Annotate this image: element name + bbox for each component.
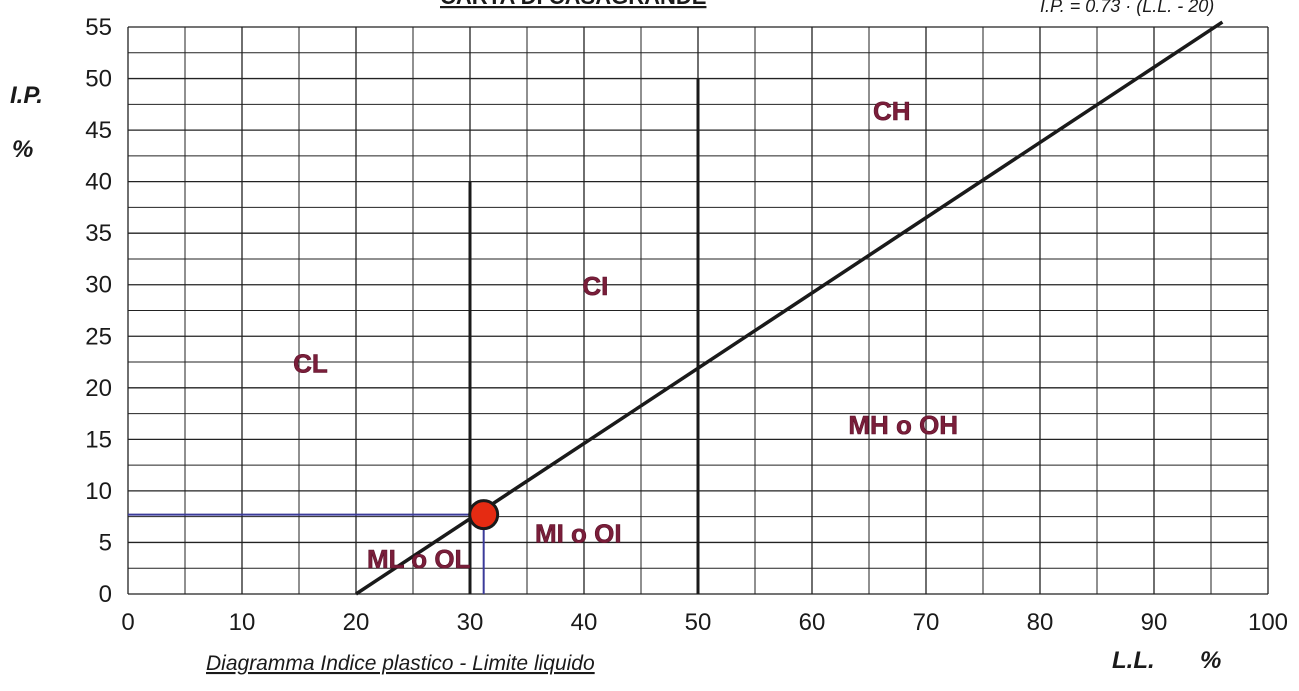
y-axis-unit: %: [12, 136, 33, 163]
x-tick-label: 0: [121, 609, 134, 636]
y-tick-label: 5: [99, 529, 112, 556]
y-tick-label: 30: [85, 272, 112, 299]
region-label: MH o OH: [848, 410, 958, 440]
chart-regions: CL CI CH MH o OH MI o OI ML o OL: [293, 95, 959, 574]
x-tick-label: 30: [457, 609, 484, 636]
y-tick-label: 45: [85, 117, 112, 144]
x-tick-label: 80: [1027, 609, 1054, 636]
region-label: CL: [293, 348, 328, 378]
y-tick-label: 35: [85, 220, 112, 247]
region-label: CH: [873, 96, 911, 126]
y-tick-label: 50: [85, 66, 112, 93]
y-tick-label: 10: [85, 478, 112, 505]
x-tick-label: 60: [799, 609, 826, 636]
region-label: CI: [582, 271, 608, 301]
x-axis-unit: %: [1200, 647, 1221, 674]
y-tick-label: 55: [85, 14, 112, 41]
formula-label: I.P. = 0.73 · (L.L. - 20): [1040, 0, 1214, 16]
x-axis-label: L.L.: [1112, 647, 1155, 674]
x-tick-label: 10: [229, 609, 256, 636]
region-label: ML o OL: [367, 544, 471, 574]
chart-lines: [128, 20, 1224, 596]
x-tick-label: 90: [1141, 609, 1168, 636]
y-tick-label: 20: [85, 375, 112, 402]
y-tick-label: 25: [85, 323, 112, 350]
chart-caption: Diagramma Indice plastico - Limite liqui…: [206, 652, 595, 675]
sample-point: [468, 499, 500, 531]
y-tick-label: 0: [99, 581, 112, 608]
y-tick-label: 40: [85, 169, 112, 196]
x-tick-label: 20: [343, 609, 370, 636]
y-tick-label: 15: [85, 426, 112, 453]
region-label: MI o OI: [535, 518, 622, 548]
a-line: [355, 20, 1224, 596]
x-tick-label: 40: [571, 609, 598, 636]
x-tick-label: 100: [1248, 609, 1288, 636]
y-axis-label: I.P.: [10, 82, 43, 109]
x-tick-label: 70: [913, 609, 940, 636]
chart-ticks: 0 10 20 30 40 50 60 70 80 90 100 0 5 10 15 20 25 30 35 40 45…: [85, 14, 1288, 636]
x-tick-label: 50: [685, 609, 712, 636]
chart-title: CARTA DI CASAGRANDE: [440, 0, 706, 9]
